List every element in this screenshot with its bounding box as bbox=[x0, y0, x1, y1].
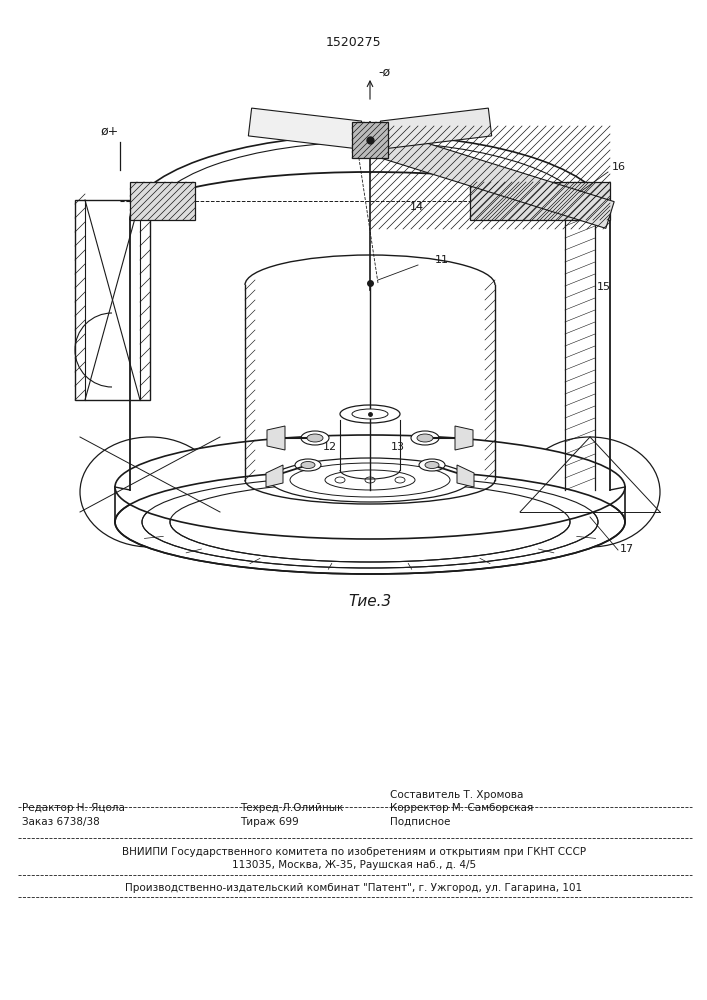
Ellipse shape bbox=[270, 458, 470, 502]
Polygon shape bbox=[267, 426, 285, 450]
Ellipse shape bbox=[307, 434, 323, 442]
Ellipse shape bbox=[411, 431, 439, 445]
Text: 12: 12 bbox=[323, 442, 337, 452]
Polygon shape bbox=[455, 426, 473, 450]
Polygon shape bbox=[248, 108, 362, 149]
Text: Заказ 6738/38: Заказ 6738/38 bbox=[22, 817, 100, 827]
Ellipse shape bbox=[115, 470, 625, 574]
Text: Корректор М. Самборская: Корректор М. Самборская bbox=[390, 803, 533, 813]
Text: 113035, Москва, Ж-35, Раушская наб., д. 4/5: 113035, Москва, Ж-35, Раушская наб., д. … bbox=[232, 860, 476, 870]
Polygon shape bbox=[380, 108, 491, 149]
Text: ВНИИПИ Государственного комитета по изобретениям и открытиям при ГКНТ СССР: ВНИИПИ Государственного комитета по изоб… bbox=[122, 847, 586, 857]
Text: Подписное: Подписное bbox=[390, 817, 450, 827]
Text: -ø: -ø bbox=[378, 66, 390, 79]
Ellipse shape bbox=[417, 434, 433, 442]
Text: Производственно-издательский комбинат "Патент", г. Ужгород, ул. Гагарина, 101: Производственно-издательский комбинат "П… bbox=[125, 883, 583, 893]
Text: 12: 12 bbox=[318, 492, 332, 502]
Ellipse shape bbox=[340, 405, 400, 423]
Text: 15: 15 bbox=[597, 282, 611, 292]
Ellipse shape bbox=[335, 477, 345, 483]
Polygon shape bbox=[266, 465, 283, 487]
Ellipse shape bbox=[365, 477, 375, 483]
Ellipse shape bbox=[301, 431, 329, 445]
Polygon shape bbox=[457, 465, 474, 487]
Bar bbox=[352, 122, 388, 158]
Text: 18: 18 bbox=[275, 480, 289, 490]
Text: 13: 13 bbox=[401, 492, 415, 502]
Ellipse shape bbox=[115, 435, 625, 539]
Polygon shape bbox=[75, 200, 150, 400]
Polygon shape bbox=[366, 127, 614, 228]
Ellipse shape bbox=[301, 462, 315, 468]
Text: Τие.3: Τие.3 bbox=[349, 594, 392, 609]
Text: 1520275: 1520275 bbox=[325, 36, 381, 49]
Ellipse shape bbox=[520, 437, 660, 547]
Ellipse shape bbox=[425, 462, 439, 468]
Text: 11: 11 bbox=[435, 255, 449, 265]
Text: 16: 16 bbox=[612, 162, 626, 172]
Ellipse shape bbox=[395, 477, 405, 483]
Ellipse shape bbox=[170, 482, 570, 562]
Ellipse shape bbox=[352, 409, 388, 419]
Ellipse shape bbox=[295, 459, 321, 471]
Polygon shape bbox=[130, 182, 195, 220]
Text: Редактор Н. Яцола: Редактор Н. Яцола bbox=[22, 803, 125, 813]
Ellipse shape bbox=[290, 463, 450, 497]
Text: ø+: ø+ bbox=[101, 125, 119, 138]
Text: Тираж 699: Тираж 699 bbox=[240, 817, 299, 827]
Polygon shape bbox=[470, 182, 610, 220]
Text: 13: 13 bbox=[391, 442, 405, 452]
Ellipse shape bbox=[142, 476, 598, 568]
Ellipse shape bbox=[419, 459, 445, 471]
Ellipse shape bbox=[80, 437, 220, 547]
Text: 17: 17 bbox=[620, 544, 634, 554]
Text: Составитель Т. Хромова: Составитель Т. Хромова bbox=[390, 790, 523, 800]
Text: 14: 14 bbox=[410, 202, 424, 212]
Text: 10: 10 bbox=[363, 492, 377, 502]
Text: Техред Л.Олийнык: Техред Л.Олийнык bbox=[240, 803, 344, 813]
Ellipse shape bbox=[325, 470, 415, 490]
